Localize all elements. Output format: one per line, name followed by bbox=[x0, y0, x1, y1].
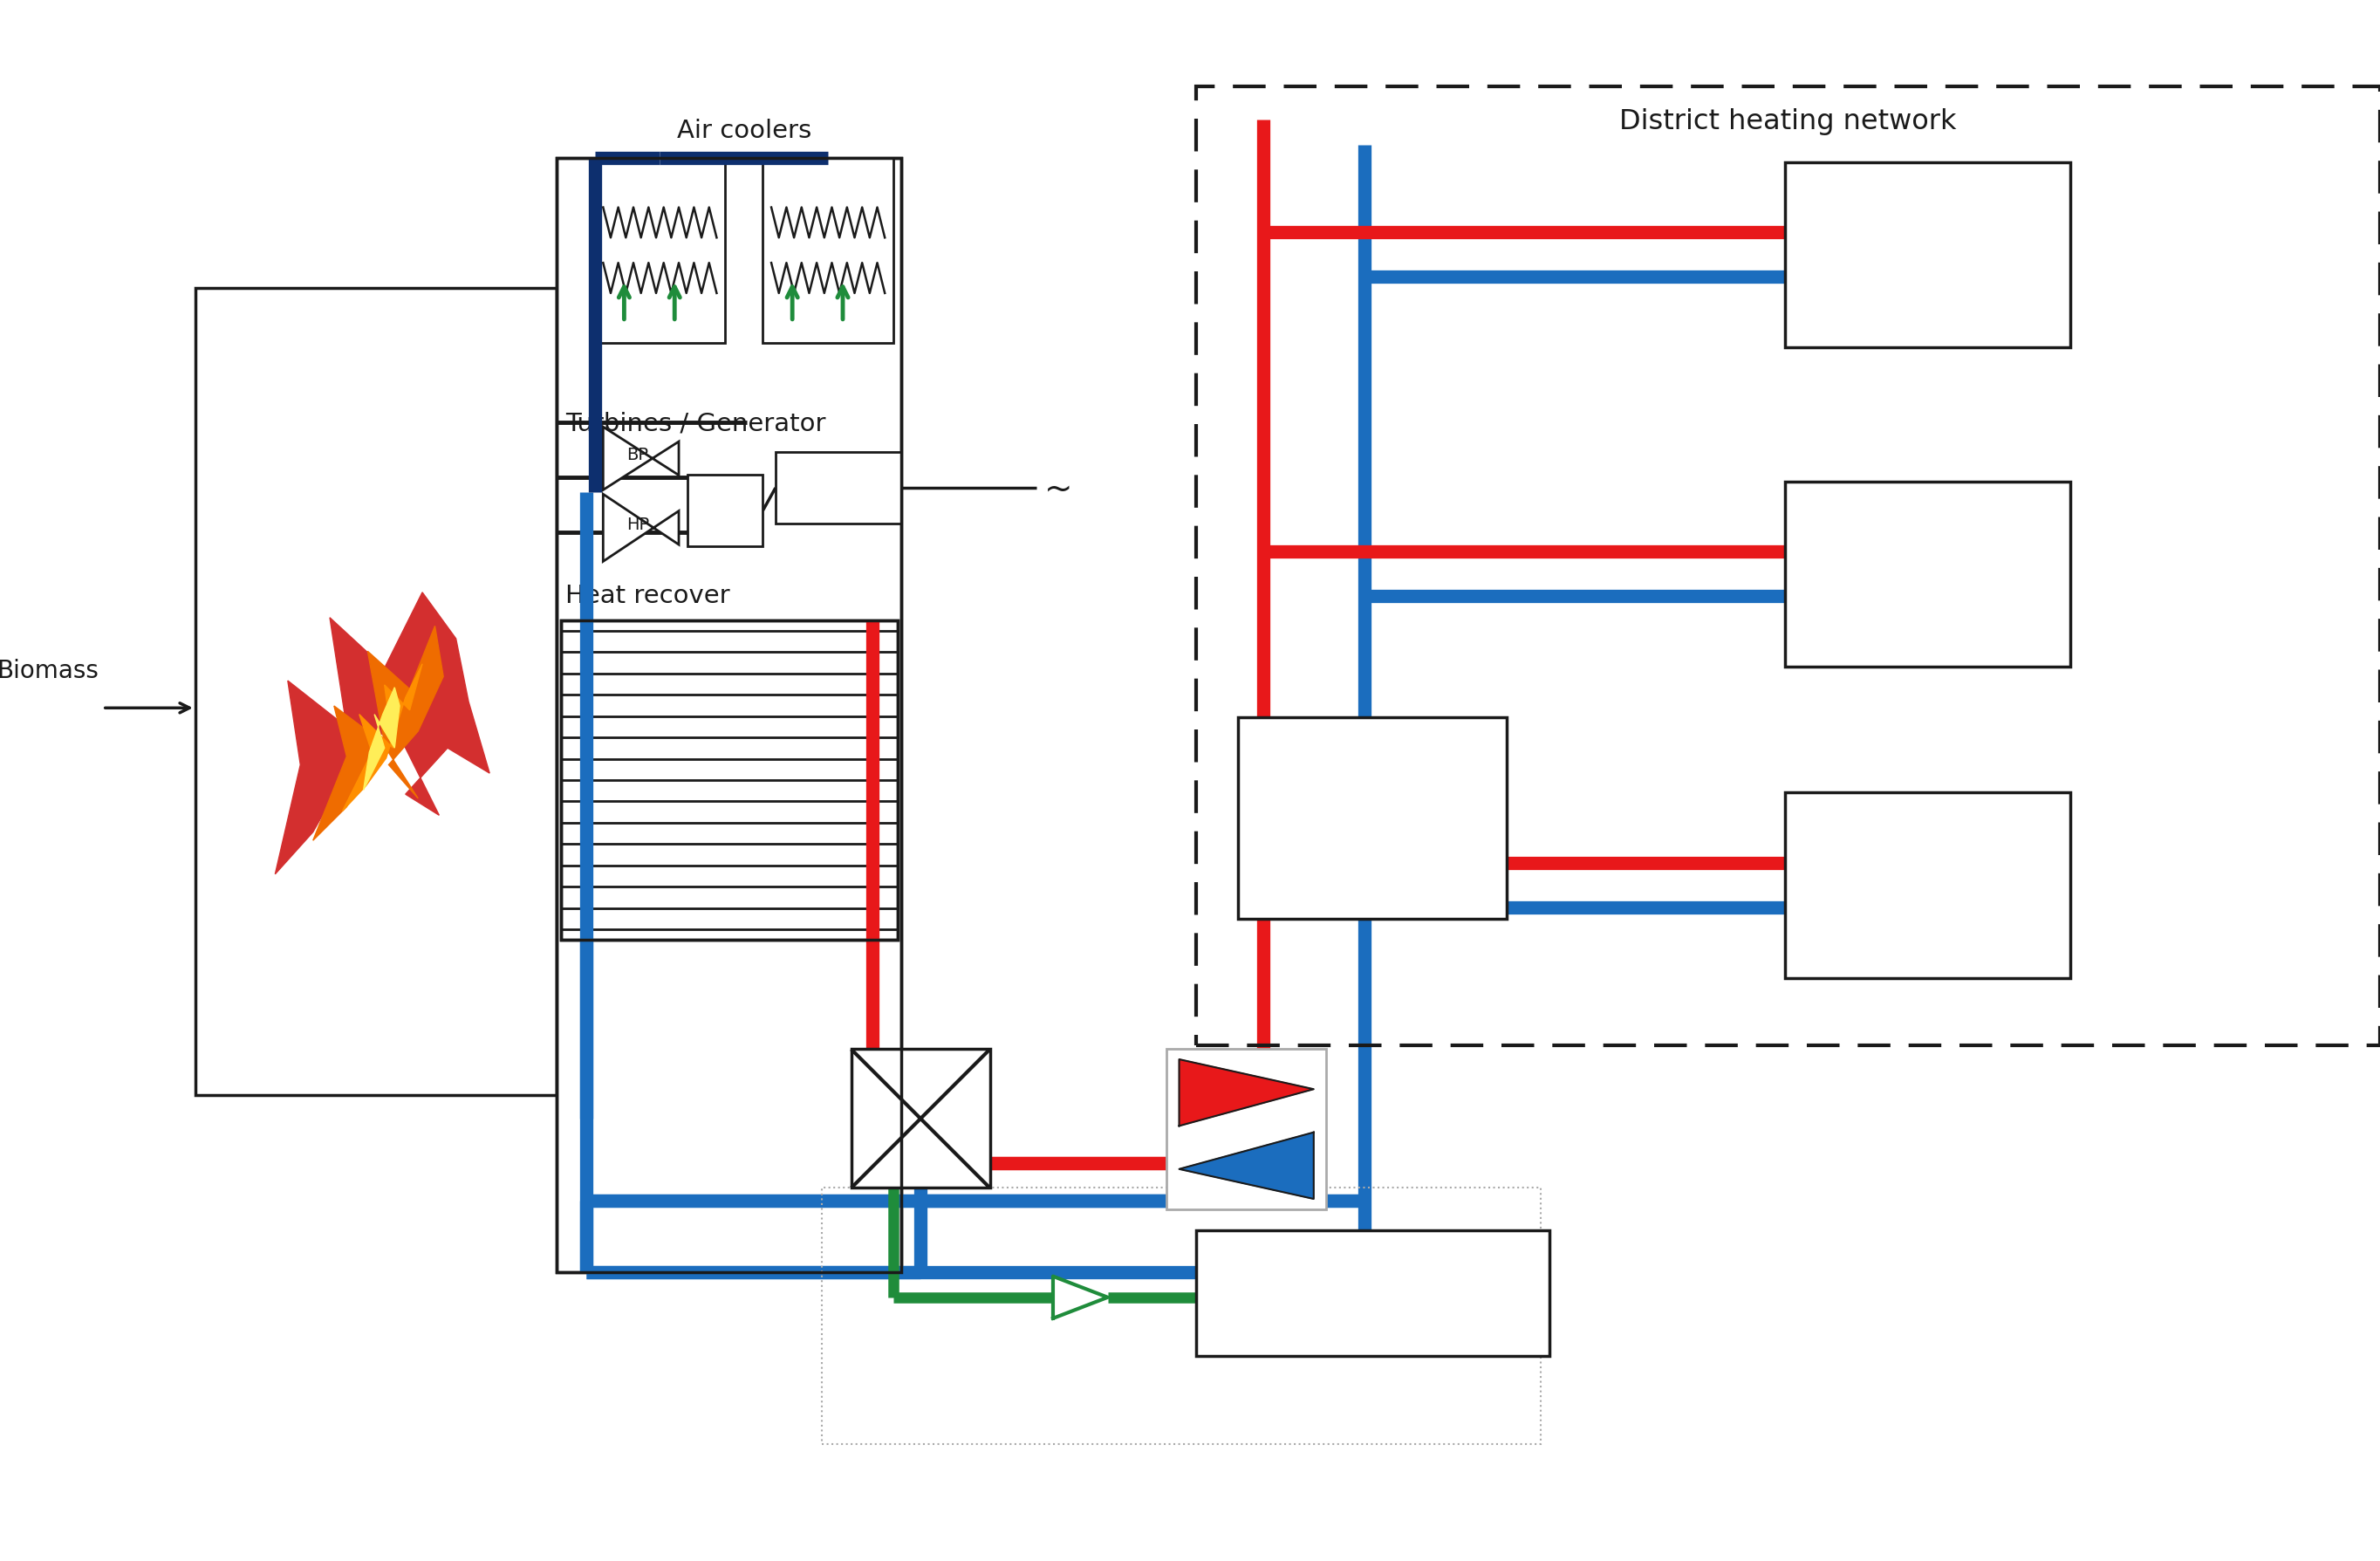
Bar bbox=[821, 1188, 1540, 1444]
Text: Turbines / Generator: Turbines / Generator bbox=[566, 412, 826, 436]
Bar bbox=[562, 621, 897, 940]
Polygon shape bbox=[602, 428, 678, 490]
Polygon shape bbox=[314, 626, 443, 841]
Bar bbox=[557, 159, 902, 1272]
Polygon shape bbox=[1052, 1277, 1107, 1319]
Text: ~: ~ bbox=[1045, 471, 1073, 504]
Bar bbox=[195, 289, 557, 1096]
Polygon shape bbox=[602, 495, 678, 562]
Polygon shape bbox=[364, 688, 400, 790]
Text: Biomass: Biomass bbox=[0, 659, 98, 684]
Text: HP: HP bbox=[626, 515, 650, 532]
Text: Air coolers: Air coolers bbox=[676, 119, 812, 144]
Polygon shape bbox=[1178, 1060, 1314, 1125]
Bar bbox=[557, 159, 902, 1272]
Bar bbox=[1238, 718, 1507, 919]
Text: BP: BP bbox=[626, 446, 647, 464]
Text: Heat recover: Heat recover bbox=[566, 584, 731, 609]
Bar bbox=[562, 162, 897, 1268]
Text: District heating network: District heating network bbox=[1618, 108, 1956, 136]
Polygon shape bbox=[343, 665, 421, 812]
Bar bbox=[1166, 1049, 1326, 1210]
Bar bbox=[562, 621, 897, 940]
Bar bbox=[1785, 482, 2071, 667]
Bar bbox=[1197, 87, 2380, 1046]
Bar bbox=[852, 1049, 990, 1188]
Text: Drying unit: Drying unit bbox=[1304, 1282, 1440, 1305]
Bar bbox=[1785, 162, 2071, 348]
Bar bbox=[688, 476, 764, 546]
Polygon shape bbox=[276, 593, 490, 874]
Polygon shape bbox=[1178, 1133, 1314, 1199]
Bar bbox=[776, 453, 902, 524]
Text: building: building bbox=[1875, 873, 1978, 898]
Bar bbox=[1785, 793, 2071, 979]
Bar bbox=[1197, 1230, 1549, 1357]
Bar bbox=[764, 159, 892, 343]
Bar bbox=[595, 159, 726, 343]
